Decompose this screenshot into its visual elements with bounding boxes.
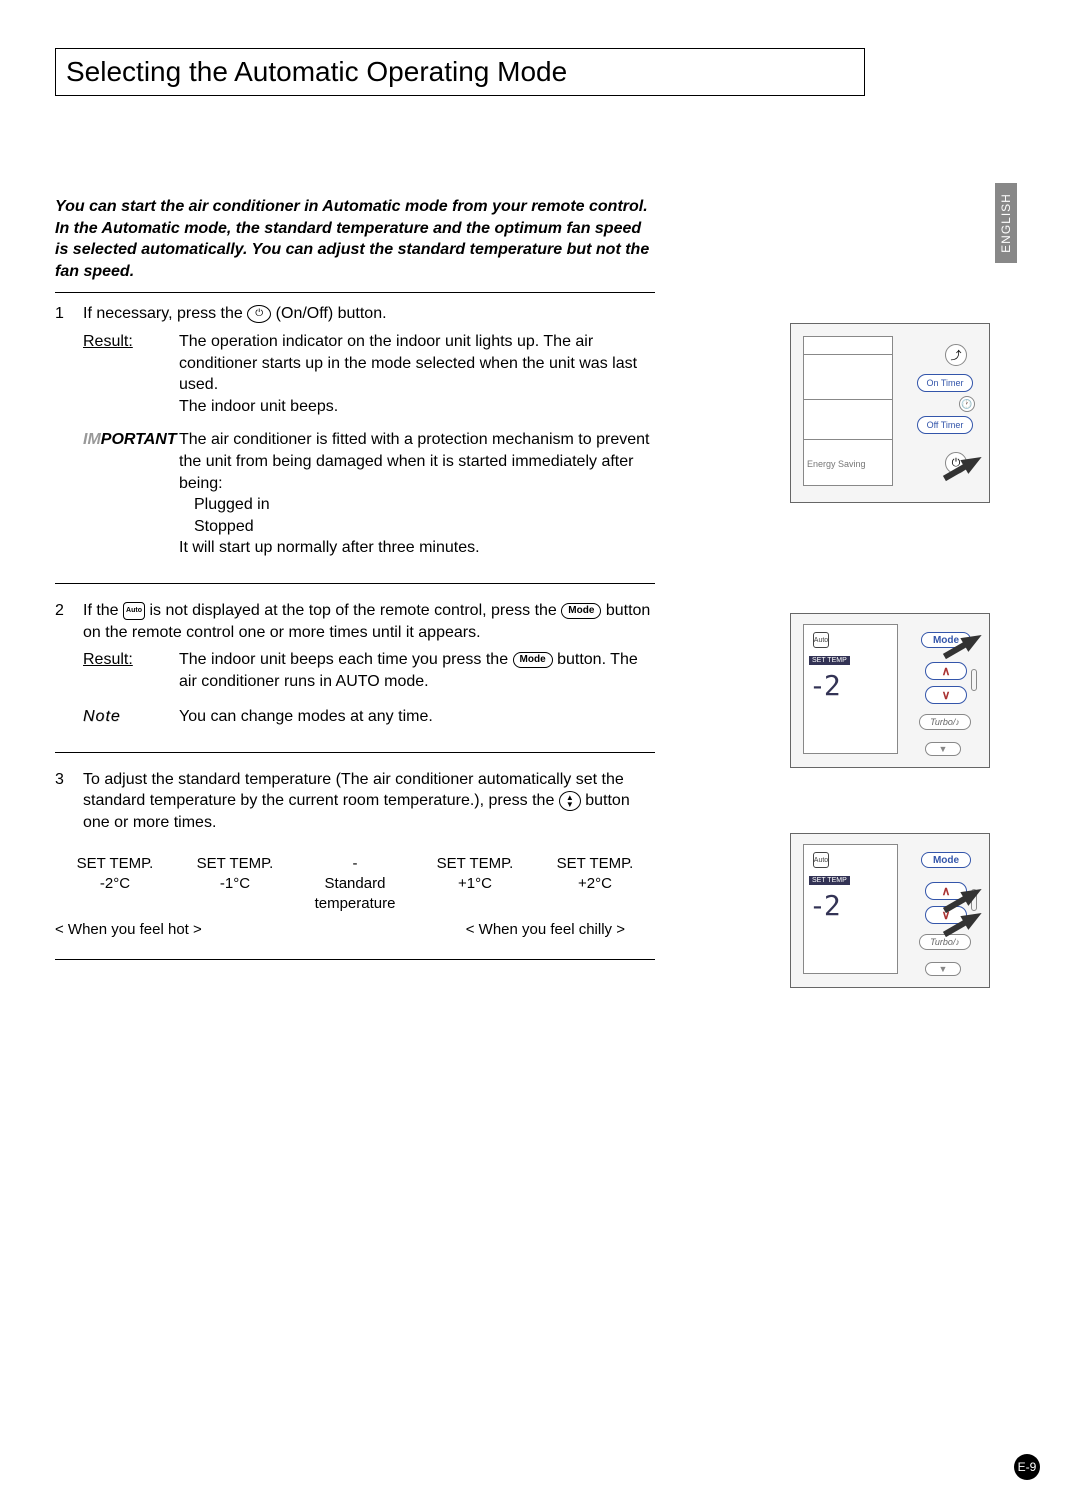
step-2-line: If the Auto is not displayed at the top … <box>83 600 655 643</box>
remote-illustration-1: ⤴ On Timer 🕐 Off Timer Energy Saving ⏻ <box>790 323 990 503</box>
remote-illustration-2: Auto SET TEMP -2 Mode ∧ ∨ Turbo/♪ ▼ <box>790 613 990 768</box>
temp-h2: SET TEMP. <box>175 854 295 874</box>
important-label: IMPORTANT <box>83 429 179 559</box>
temp-updown-icon: ▲▼ <box>559 791 581 811</box>
temp-h3: - <box>295 854 415 874</box>
remote-illustration-3: Auto SET TEMP -2 Mode ∧ ∨ Turbo/♪ ▼ <box>790 833 990 988</box>
feel-row: < When you feel hot > < When you feel ch… <box>55 920 655 940</box>
airflow-icon: ⤴ <box>945 344 967 366</box>
step-1: 1 If necessary, press the ⏻ (On/Off) but… <box>55 303 655 584</box>
energy-saving-label: Energy Saving <box>807 459 866 469</box>
note-label: Note <box>83 706 179 728</box>
settemp-label-3: SET TEMP <box>809 876 850 885</box>
off-timer-button[interactable]: Off Timer <box>917 416 973 434</box>
feel-hot: < When you feel hot > <box>55 920 202 940</box>
step-2: 2 If the Auto is not displayed at the to… <box>55 600 655 753</box>
temp-up-button[interactable]: ∧ <box>925 662 967 680</box>
scroll-down-button-3[interactable]: ▼ <box>925 962 961 976</box>
on-timer-button[interactable]: On Timer <box>917 374 973 392</box>
page-title: Selecting the Automatic Operating Mode <box>66 56 567 88</box>
main-content: You can start the air conditioner in Aut… <box>55 196 655 960</box>
mode-icon-2: Mode <box>513 652 553 668</box>
important-body: The air conditioner is fitted with a pro… <box>179 429 655 559</box>
temp-digit-3: -2 <box>809 889 839 922</box>
temp-h4: SET TEMP. <box>415 854 535 874</box>
thermometer-icon <box>971 669 977 691</box>
onoff-icon: ⏻ <box>247 305 271 323</box>
result-label: Result: <box>83 331 179 417</box>
step-1-result: The operation indicator on the indoor un… <box>179 331 655 417</box>
temp-digit: -2 <box>809 669 839 702</box>
pointer-arrow-1 <box>960 450 985 474</box>
step-3: 3 To adjust the standard temperature (Th… <box>55 769 655 960</box>
mode-icon: Mode <box>561 603 601 619</box>
step-1-line: If necessary, press the ⏻ (On/Off) butto… <box>83 303 655 325</box>
page-title-box: Selecting the Automatic Operating Mode <box>55 48 865 96</box>
feel-chilly: < When you feel chilly > <box>466 920 625 940</box>
turbo-button[interactable]: Turbo/♪ <box>919 714 971 730</box>
step-3-line: To adjust the standard temperature (The … <box>83 769 655 834</box>
temp-v4: +1°C <box>415 874 535 915</box>
auto-icon: Auto <box>123 602 145 620</box>
settemp-label: SET TEMP <box>809 656 850 665</box>
scroll-down-button[interactable]: ▼ <box>925 742 961 756</box>
page-number: E-9 <box>1014 1454 1040 1480</box>
language-label: ENGLISH <box>999 193 1013 253</box>
temp-v3: Standard temperature <box>295 874 415 915</box>
lcd-auto-icon-3: Auto <box>813 852 829 868</box>
temp-table: SET TEMP. SET TEMP. - SET TEMP. SET TEMP… <box>55 854 655 915</box>
temp-h1: SET TEMP. <box>55 854 175 874</box>
step-3-number: 3 <box>55 769 83 834</box>
temp-down-button[interactable]: ∨ <box>925 686 967 704</box>
temp-v5: +2°C <box>535 874 655 915</box>
step-1-number: 1 <box>55 303 83 325</box>
clock-icon: 🕐 <box>959 396 975 412</box>
lcd-auto-icon: Auto <box>813 632 829 648</box>
temp-v2: -1°C <box>175 874 295 915</box>
temp-v1: -2°C <box>55 874 175 915</box>
intro-text: You can start the air conditioner in Aut… <box>55 196 655 293</box>
note-body: You can change modes at any time. <box>179 706 655 728</box>
language-tab: ENGLISH <box>995 183 1017 263</box>
result-label-2: Result: <box>83 649 179 692</box>
temp-h5: SET TEMP. <box>535 854 655 874</box>
step-2-number: 2 <box>55 600 83 643</box>
mode-button-3[interactable]: Mode <box>921 852 971 868</box>
step-2-result: The indoor unit beeps each time you pres… <box>179 649 655 692</box>
